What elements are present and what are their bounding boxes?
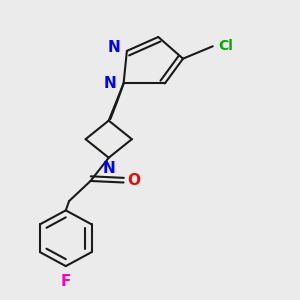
Text: N: N	[107, 40, 120, 55]
Text: Cl: Cl	[218, 39, 233, 53]
Text: N: N	[102, 161, 115, 176]
Text: F: F	[61, 274, 71, 289]
Text: N: N	[104, 76, 117, 91]
Text: O: O	[127, 173, 140, 188]
